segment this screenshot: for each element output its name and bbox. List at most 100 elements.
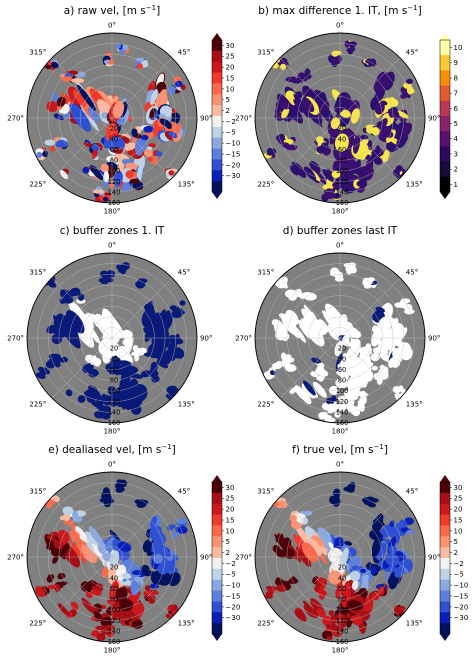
- azimuth-label: 45°: [406, 488, 418, 496]
- azimuth-label: 270°: [235, 554, 252, 562]
- colorbar-segment: [212, 170, 222, 182]
- echo-patch: [331, 50, 339, 57]
- echo-patch: [281, 537, 292, 549]
- azimuth-spoke: [339, 57, 401, 119]
- echo-patch: [283, 547, 295, 559]
- echo-patch: [371, 365, 379, 371]
- echo-patch: [124, 137, 130, 144]
- echo-patch: [350, 615, 360, 623]
- echo-patch: [287, 104, 303, 124]
- azimuth-spoke: [279, 496, 341, 558]
- echo-patch: [378, 586, 385, 596]
- echo-patch: [322, 615, 332, 626]
- echo-patch: [388, 356, 398, 368]
- echo-patch: [112, 357, 121, 370]
- colorbar-tick-label: −15: [454, 592, 469, 600]
- echo-patch: [56, 114, 64, 121]
- echo-patch: [110, 391, 119, 402]
- range-label: 40: [338, 574, 346, 582]
- echo-patch: [363, 361, 374, 368]
- colorbar-segment: [212, 547, 222, 559]
- azimuth-label: 135°: [178, 180, 195, 188]
- echo-patch: [346, 600, 363, 611]
- echo-patch: [365, 343, 372, 350]
- echo-patch: [394, 605, 400, 613]
- echo-patch: [131, 619, 143, 629]
- panel-e: e) dealiased vel, [m s−1] 20 40 60 80 100 120 1…: [7, 443, 212, 655]
- echo-patch: [335, 353, 343, 372]
- echo-patch: [72, 89, 86, 107]
- range-label: 20: [110, 125, 118, 133]
- range-label: 20: [338, 345, 346, 353]
- echo-patch: [138, 499, 146, 505]
- echo-patch: [385, 553, 400, 567]
- panel-c: c) buffer zones 1. IT 20 40 60 80 100 120 140 16…: [7, 225, 212, 436]
- azimuth-label: 135°: [178, 400, 195, 408]
- echo-patch: [93, 611, 103, 621]
- echo-patch: [275, 548, 287, 558]
- colorbar-segment: [440, 612, 450, 624]
- range-label: 100: [336, 606, 349, 614]
- colorbar-tick-label: 5: [226, 538, 230, 546]
- echo-patch: [276, 134, 283, 141]
- echo-patch: [274, 103, 283, 115]
- azimuth-label: 180°: [104, 208, 121, 216]
- echo-patch: [302, 394, 312, 405]
- range-label: 160: [336, 638, 349, 646]
- echo-patch: [39, 374, 46, 379]
- echo-patch: [136, 283, 145, 289]
- azimuth-spoke: [279, 277, 341, 339]
- echo-patch: [278, 313, 287, 319]
- echo-patch: [63, 513, 70, 522]
- echo-patch: [112, 147, 123, 154]
- echo-patch: [134, 135, 147, 156]
- range-label: 160: [336, 199, 349, 207]
- range-label: 100: [108, 387, 121, 395]
- echo-patch: [370, 353, 380, 362]
- echo-patch: [92, 589, 102, 596]
- colorbar-tick-label: −10: [454, 582, 469, 590]
- colorbar-tick-label: 25: [226, 53, 235, 61]
- echo-patch: [143, 126, 154, 133]
- echo-patch: [88, 385, 103, 402]
- echo-patch: [387, 108, 400, 118]
- range-label: 80: [338, 157, 346, 165]
- colorbar-segment: [440, 176, 450, 193]
- echo-patch: [143, 317, 155, 326]
- echo-patch: [116, 479, 123, 486]
- echo-patch: [62, 520, 75, 525]
- echo-patch: [69, 539, 87, 564]
- echo-patch: [124, 400, 133, 411]
- echo-patch: [371, 539, 382, 559]
- colorbar-segment: [212, 558, 222, 570]
- range-label: 100: [108, 167, 121, 175]
- echo-patch: [408, 88, 415, 94]
- colorbar-extend-bottom: [440, 634, 450, 641]
- panel-title: e) dealiased vel, [m s−1]: [48, 443, 176, 456]
- colorbar-segment: [212, 137, 222, 149]
- echo-patch: [271, 319, 283, 329]
- echo-patch: [65, 310, 85, 334]
- echo-patch: [270, 370, 276, 376]
- echo-patch: [340, 150, 346, 157]
- colorbar-tick-label: −20: [226, 161, 241, 169]
- colorbar-segment: [440, 116, 450, 132]
- echo-patch: [92, 189, 105, 194]
- echo-patch: [150, 583, 159, 589]
- echo-patch: [400, 122, 413, 138]
- azimuth-label: 45°: [406, 49, 418, 57]
- azimuth-label: 270°: [7, 115, 24, 123]
- colorbar-tick-label: −30: [226, 614, 241, 622]
- echo-patch: [317, 319, 328, 332]
- azimuth-spoke: [111, 57, 173, 119]
- echo-patch: [140, 134, 149, 141]
- echo-patch: [77, 395, 86, 403]
- range-label: 80: [338, 596, 346, 604]
- echo-patch: [100, 625, 111, 635]
- colorbar-tick-label: 25: [226, 495, 235, 503]
- echo-patch: [86, 394, 96, 403]
- range-label: 140: [108, 188, 121, 196]
- colorbar-segment: [440, 161, 450, 178]
- colorbar-tick-label: 20: [226, 64, 235, 72]
- colorbar-extend-top: [440, 475, 450, 482]
